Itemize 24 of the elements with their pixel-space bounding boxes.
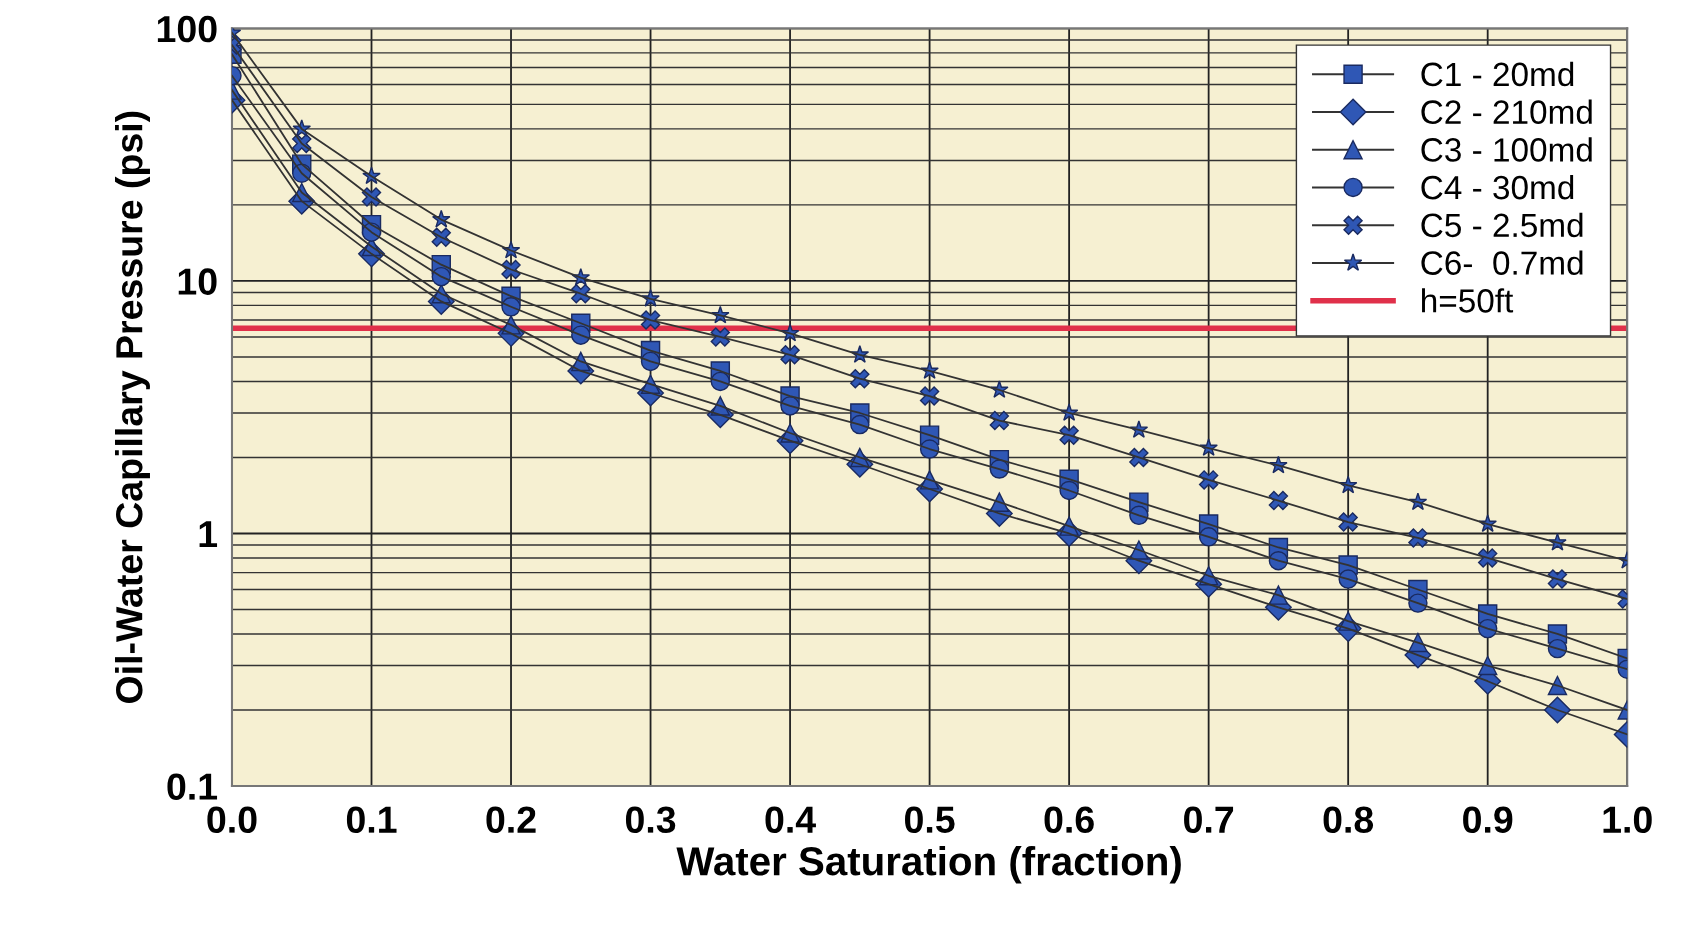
y-tick-label: 10: [178, 268, 217, 295]
x-tick-label: 0.2: [486, 806, 536, 833]
legend-label: C6- 0.7md: [1421, 250, 1583, 275]
x-tick-label: 0.3: [625, 806, 676, 834]
x-tick-label: 0.0: [207, 806, 257, 833]
x-tick-label: 0.1: [346, 806, 397, 833]
y-tick-label: 1: [199, 521, 218, 548]
x-tick-label: 1.0: [1603, 806, 1652, 833]
x-tick-label: 0.4: [765, 806, 816, 833]
x-tick-label: 0.7: [1184, 806, 1234, 833]
x-tick-label: 0.8: [1323, 806, 1374, 833]
x-tick-label: 0.5: [905, 806, 955, 833]
x-tick-label: 0.6: [1044, 806, 1094, 833]
x-tick-label: 0.9: [1463, 806, 1513, 833]
x-axis-title: Water Saturation (fraction): [676, 845, 1181, 884]
legend-label: h=50ft: [1422, 288, 1514, 313]
legend-label: C4 - 30md: [1421, 174, 1574, 200]
y-tick-label: 0.1: [167, 773, 218, 800]
legend-label: C2 - 210md: [1421, 99, 1592, 124]
legend-label: C3 - 100md: [1421, 137, 1592, 162]
y-tick-label: 100: [157, 15, 217, 43]
legend-label: C5 - 2.5md: [1421, 212, 1583, 238]
y-axis-title: Oil-Water Capillary Pressure (psi): [115, 111, 150, 703]
legend-label: C1 - 20md: [1421, 61, 1574, 87]
